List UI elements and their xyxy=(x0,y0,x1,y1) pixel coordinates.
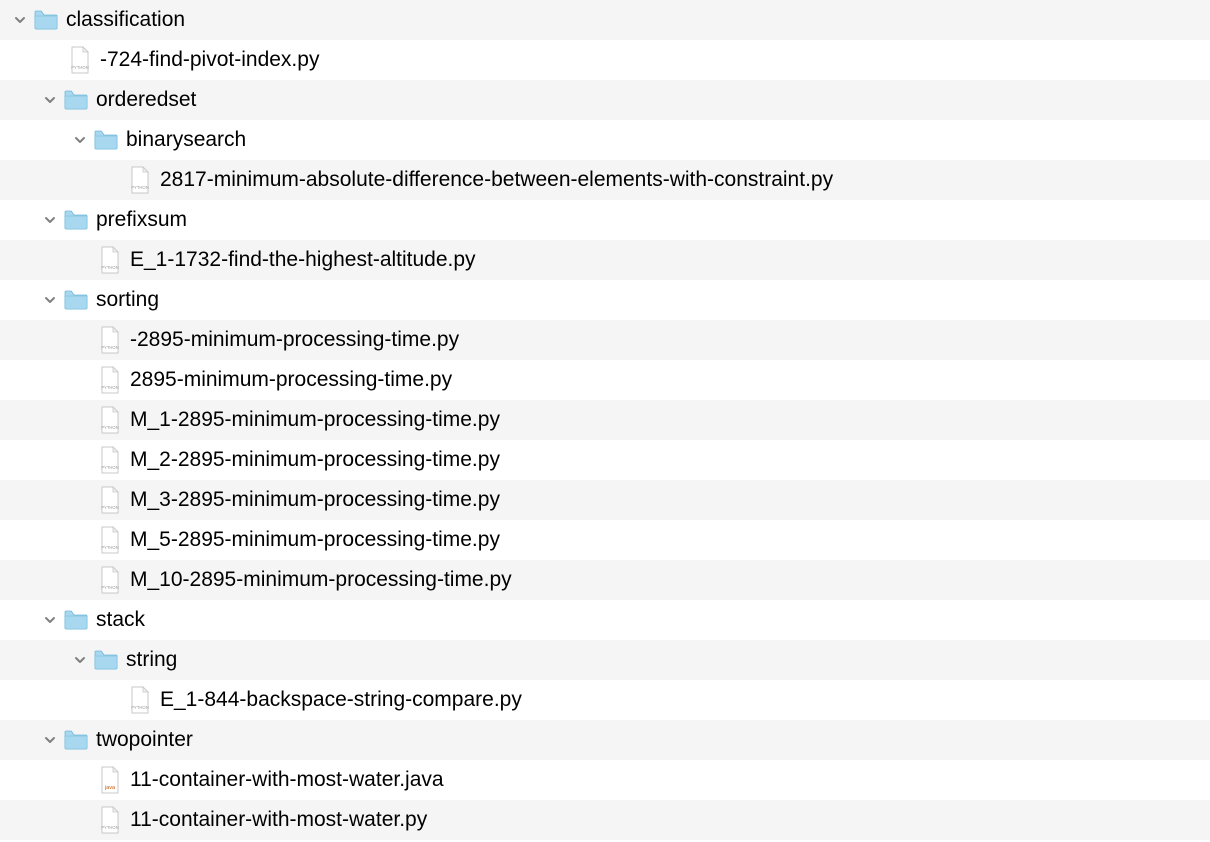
python-file-icon: PYTHON xyxy=(98,406,122,434)
tree-row[interactable]: PYTHON M_2-2895-minimum-processing-time.… xyxy=(0,440,1210,480)
python-file-icon: PYTHON xyxy=(128,686,152,714)
folder-icon xyxy=(94,130,118,150)
chevron-down-icon[interactable] xyxy=(72,132,88,148)
svg-text:PYTHON: PYTHON xyxy=(101,385,118,390)
tree-row[interactable]: java 11-container-with-most-water.java xyxy=(0,760,1210,800)
tree-row[interactable]: PYTHON M_10-2895-minimum-processing-time… xyxy=(0,560,1210,600)
python-file-icon: PYTHON xyxy=(98,486,122,514)
python-file-icon: PYTHON xyxy=(98,246,122,274)
tree-row[interactable]: PYTHON M_3-2895-minimum-processing-time.… xyxy=(0,480,1210,520)
file-label: 11-container-with-most-water.java xyxy=(130,768,444,792)
folder-label: binarysearch xyxy=(126,128,246,152)
file-label: -724-find-pivot-index.py xyxy=(100,48,319,72)
chevron-down-icon[interactable] xyxy=(72,652,88,668)
chevron-down-icon[interactable] xyxy=(42,212,58,228)
file-label: E_1-844-backspace-string-compare.py xyxy=(160,688,522,712)
folder-label: stack xyxy=(96,608,145,632)
folder-icon xyxy=(64,730,88,750)
folder-label: twopointer xyxy=(96,728,193,752)
folder-label: string xyxy=(126,648,177,672)
java-file-icon: java xyxy=(98,766,122,794)
tree-row[interactable]: prefixsum xyxy=(0,200,1210,240)
tree-row[interactable]: classification xyxy=(0,0,1210,40)
svg-text:PYTHON: PYTHON xyxy=(101,465,118,470)
chevron-down-icon[interactable] xyxy=(42,612,58,628)
file-label: -2895-minimum-processing-time.py xyxy=(130,328,459,352)
tree-row[interactable]: PYTHON M_1-2895-minimum-processing-time.… xyxy=(0,400,1210,440)
file-label: M_1-2895-minimum-processing-time.py xyxy=(130,408,500,432)
file-label: M_3-2895-minimum-processing-time.py xyxy=(130,488,500,512)
chevron-down-icon[interactable] xyxy=(12,12,28,28)
file-label: M_5-2895-minimum-processing-time.py xyxy=(130,528,500,552)
tree-row[interactable]: PYTHON 2895-minimum-processing-time.py xyxy=(0,360,1210,400)
python-file-icon: PYTHON xyxy=(98,526,122,554)
folder-icon xyxy=(94,650,118,670)
svg-text:PYTHON: PYTHON xyxy=(131,185,148,190)
file-label: 11-container-with-most-water.py xyxy=(130,808,427,832)
folder-label: prefixsum xyxy=(96,208,187,232)
svg-text:PYTHON: PYTHON xyxy=(101,345,118,350)
python-file-icon: PYTHON xyxy=(98,446,122,474)
tree-row[interactable]: PYTHON M_5-2895-minimum-processing-time.… xyxy=(0,520,1210,560)
python-file-icon: PYTHON xyxy=(98,566,122,594)
tree-row[interactable]: twopointer xyxy=(0,720,1210,760)
file-label: M_2-2895-minimum-processing-time.py xyxy=(130,448,500,472)
python-file-icon: PYTHON xyxy=(98,326,122,354)
python-file-icon: PYTHON xyxy=(128,166,152,194)
svg-text:PYTHON: PYTHON xyxy=(101,545,118,550)
python-file-icon: PYTHON xyxy=(98,366,122,394)
svg-text:PYTHON: PYTHON xyxy=(101,265,118,270)
tree-row[interactable]: PYTHON -724-find-pivot-index.py xyxy=(0,40,1210,80)
tree-row[interactable]: binarysearch xyxy=(0,120,1210,160)
svg-text:PYTHON: PYTHON xyxy=(71,65,88,70)
svg-text:PYTHON: PYTHON xyxy=(131,705,148,710)
tree-row[interactable]: PYTHON 11-container-with-most-water.py xyxy=(0,800,1210,840)
svg-text:java: java xyxy=(104,785,116,791)
chevron-down-icon[interactable] xyxy=(42,292,58,308)
folder-icon xyxy=(34,10,58,30)
file-label: 2895-minimum-processing-time.py xyxy=(130,368,452,392)
folder-icon xyxy=(64,290,88,310)
file-tree: classification PYTHON -724-find-pivot-in… xyxy=(0,0,1210,840)
folder-label: classification xyxy=(66,8,185,32)
folder-icon xyxy=(64,610,88,630)
tree-row[interactable]: PYTHON E_1-1732-find-the-highest-altitud… xyxy=(0,240,1210,280)
tree-row[interactable]: stack xyxy=(0,600,1210,640)
svg-text:PYTHON: PYTHON xyxy=(101,425,118,430)
tree-row[interactable]: PYTHON 2817-minimum-absolute-difference-… xyxy=(0,160,1210,200)
python-file-icon: PYTHON xyxy=(98,806,122,834)
folder-icon xyxy=(64,90,88,110)
svg-text:PYTHON: PYTHON xyxy=(101,825,118,830)
tree-row[interactable]: orderedset xyxy=(0,80,1210,120)
tree-row[interactable]: PYTHON E_1-844-backspace-string-compare.… xyxy=(0,680,1210,720)
folder-label: sorting xyxy=(96,288,159,312)
folder-label: orderedset xyxy=(96,88,196,112)
file-label: M_10-2895-minimum-processing-time.py xyxy=(130,568,512,592)
folder-icon xyxy=(64,210,88,230)
svg-text:PYTHON: PYTHON xyxy=(101,505,118,510)
tree-row[interactable]: sorting xyxy=(0,280,1210,320)
chevron-down-icon[interactable] xyxy=(42,732,58,748)
chevron-down-icon[interactable] xyxy=(42,92,58,108)
file-label: E_1-1732-find-the-highest-altitude.py xyxy=(130,248,476,272)
tree-row[interactable]: PYTHON -2895-minimum-processing-time.py xyxy=(0,320,1210,360)
file-label: 2817-minimum-absolute-difference-between… xyxy=(160,168,833,192)
svg-text:PYTHON: PYTHON xyxy=(101,585,118,590)
python-file-icon: PYTHON xyxy=(68,46,92,74)
tree-row[interactable]: string xyxy=(0,640,1210,680)
